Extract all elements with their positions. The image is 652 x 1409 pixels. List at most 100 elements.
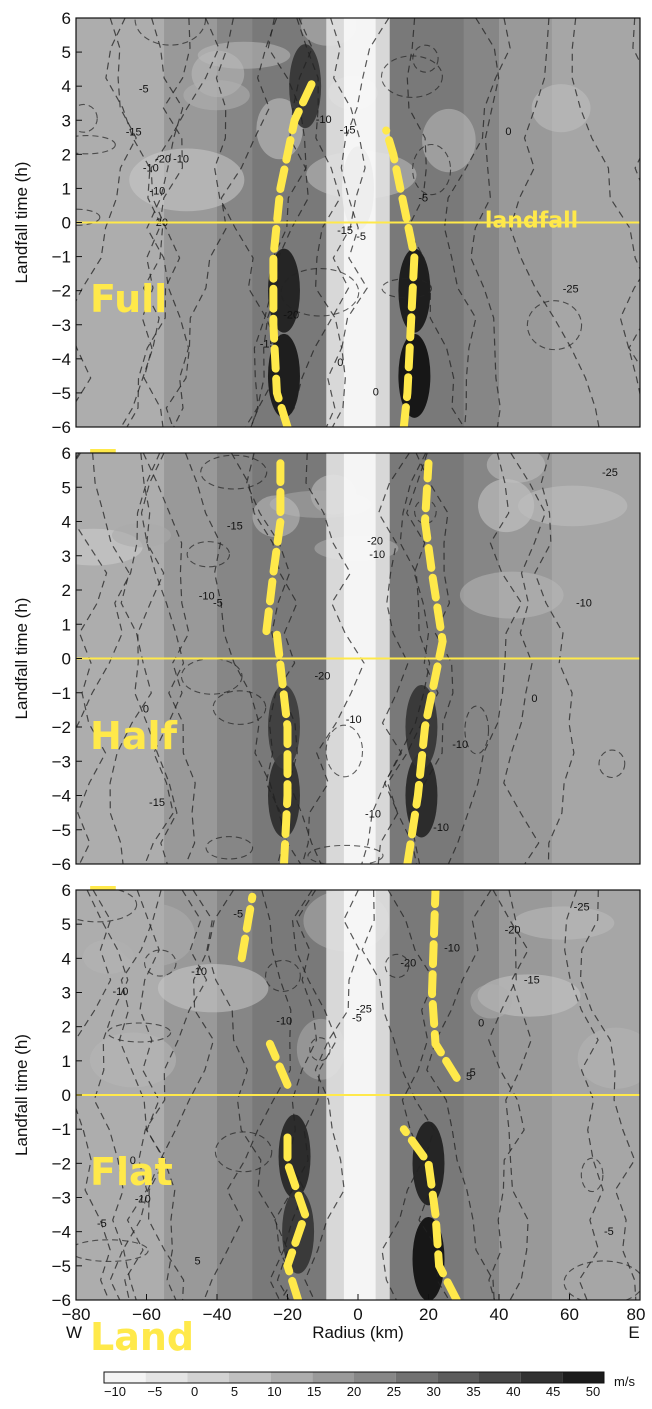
rmw-line [265, 1039, 292, 1089]
contour-line [134, 18, 207, 46]
y-tick-label: −2 [52, 1154, 71, 1173]
contour-label: -20 [505, 924, 521, 936]
contour-line [447, 453, 523, 864]
colorbar-segment [312, 1372, 354, 1383]
contour-line [534, 453, 575, 864]
y-tick-label: 5 [62, 915, 71, 934]
wind-patch [129, 148, 245, 212]
y-tick-label: −2 [52, 282, 71, 301]
contour-line [381, 890, 435, 1300]
contour-label: -10 [135, 1193, 151, 1205]
contour-label: 5 [466, 1071, 472, 1083]
contour-label: -5 [97, 1218, 107, 1230]
x-axis-label: Radius (km) [312, 1323, 404, 1342]
colorbar-tick-label: 15 [307, 1384, 321, 1399]
y-tick-label: 0 [62, 1086, 71, 1105]
contour-line [309, 1037, 331, 1062]
y-tick-label: 4 [62, 513, 71, 532]
contour-line [244, 18, 313, 427]
contour-label: -10 [444, 942, 460, 954]
contour-line [76, 135, 116, 155]
y-tick-label: 4 [62, 949, 71, 968]
contour-label: 5 [195, 1256, 201, 1268]
contour-line [76, 18, 137, 403]
y-tick-label: 1 [62, 615, 71, 634]
rmw-line [382, 126, 419, 427]
x-tick-label: 20 [419, 1305, 438, 1324]
contour-line [377, 453, 410, 864]
contour-line [230, 453, 298, 864]
y-tick-label: 2 [62, 581, 71, 600]
contour-line [598, 749, 626, 779]
contour-line [250, 18, 307, 427]
contour-line [325, 724, 364, 778]
wind-patch [512, 906, 615, 940]
contour-line [76, 890, 138, 923]
colorbar-tick-label: 40 [506, 1384, 520, 1399]
panel-half-topo: -10-10-10-15-5-10-10-25-20-15-10-20-1000… [12, 444, 641, 923]
colorbar-tick-label: 30 [426, 1384, 440, 1399]
landfall-annotation: landfall [485, 209, 578, 234]
colorbar-segment [354, 1372, 396, 1383]
rmw-line [403, 459, 447, 864]
wind-patch [517, 485, 628, 527]
contour-label: -20 [367, 535, 383, 547]
rmw-line [283, 1125, 310, 1300]
contour-line [86, 890, 137, 1300]
rmw-line [237, 892, 257, 963]
y-tick-label: −3 [52, 1189, 71, 1208]
colorbar-tick-label: −5 [147, 1384, 162, 1399]
colorbar-tick-label: 45 [546, 1384, 560, 1399]
wind-patch [478, 479, 535, 533]
contour-label: -10 [112, 986, 128, 998]
contour-line [580, 1157, 604, 1193]
contour-label: 0 [478, 1018, 484, 1030]
panel-label: Land [90, 1315, 194, 1359]
contour-line [426, 890, 495, 1300]
y-tick-label: 0 [62, 650, 71, 669]
contour-line [361, 453, 431, 864]
x-tick-label: −80 [62, 1305, 91, 1324]
colorbar-tick-label: −10 [104, 1384, 126, 1399]
contour-line [619, 18, 640, 397]
x-tick-label: 60 [560, 1305, 579, 1324]
y-tick-label: −1 [52, 1120, 71, 1139]
contour-label: -25 [356, 1003, 372, 1015]
y-tick-label: −5 [52, 1257, 71, 1276]
y-axis-label: Landfall time (h) [12, 598, 31, 720]
y-tick-label: 3 [62, 547, 71, 566]
contour-line [107, 1022, 172, 1043]
contour-label: 0 [337, 357, 343, 369]
panel-label: Flat [90, 1150, 173, 1194]
y-tick-label: 6 [62, 9, 71, 28]
wind-patch [157, 963, 269, 1013]
y-tick-label: −5 [52, 384, 71, 403]
contour-line [280, 267, 360, 317]
contour-line [184, 453, 302, 864]
contour-line [265, 959, 301, 992]
rmw-line [269, 78, 317, 427]
contour-line [76, 890, 112, 1300]
contour-label: -10 [576, 597, 592, 609]
colorbar-segment [270, 1372, 313, 1383]
wind-maximum [342, 146, 374, 231]
contour-line [269, 890, 318, 1300]
contour-label: -15 [524, 975, 540, 987]
contour-line [412, 143, 452, 196]
contour-line [304, 890, 361, 1300]
wind-patch [486, 453, 546, 483]
contour-label: -10 [369, 549, 385, 561]
contour-line [509, 18, 600, 427]
y-tick-label: 5 [62, 478, 71, 497]
colorbar-segment [520, 1372, 563, 1383]
contour-line [105, 18, 164, 427]
contour-label: 0 [505, 126, 511, 138]
colorbar-segment [479, 1372, 521, 1383]
colorbar-segment [229, 1372, 271, 1383]
wind-patch [89, 1032, 177, 1088]
y-tick-label: −5 [52, 821, 71, 840]
y-tick-label: 3 [62, 111, 71, 130]
